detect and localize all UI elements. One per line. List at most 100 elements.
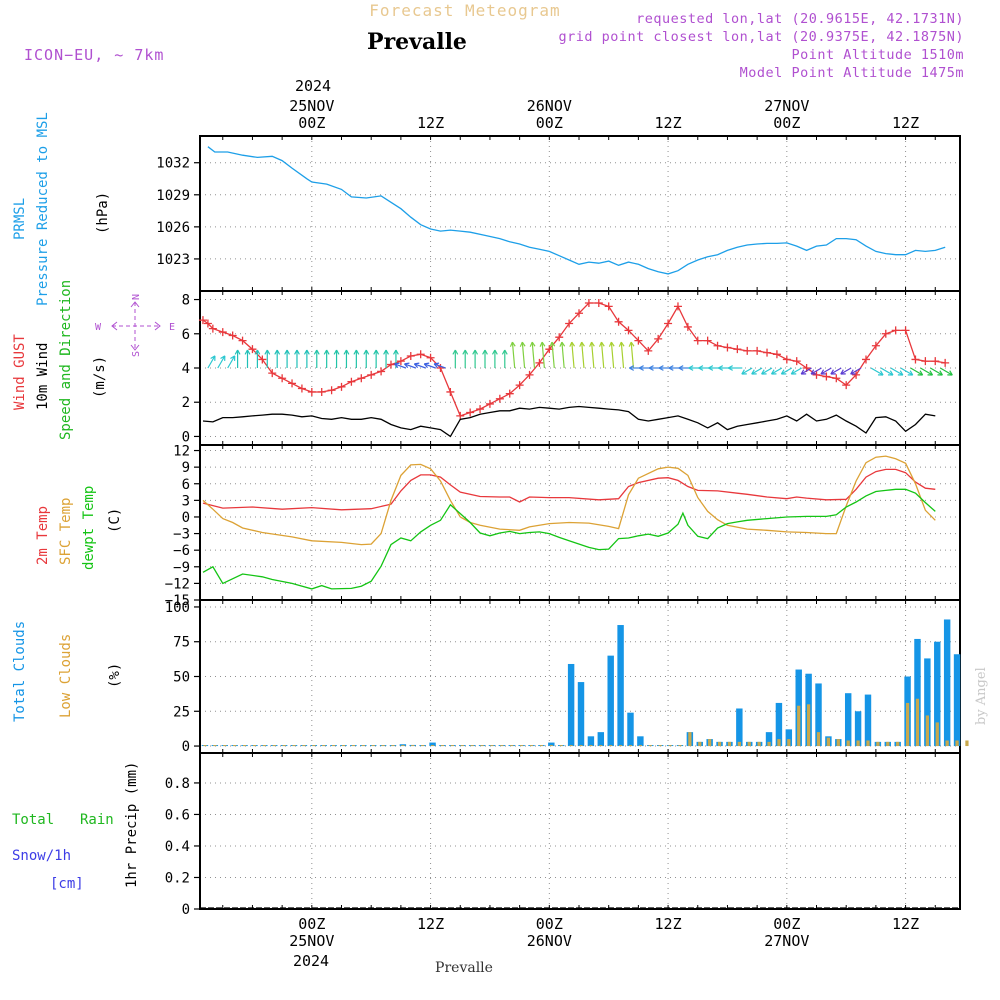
- ytick-label: 0.2: [165, 870, 190, 886]
- wind-arrow-head: [917, 370, 924, 376]
- wind-arrow-head: [800, 369, 807, 375]
- wind-arrow: [394, 363, 407, 369]
- wind-arrow-head: [353, 349, 360, 355]
- time-label-top: 25NOV: [289, 97, 334, 115]
- wind-arrow: [830, 367, 842, 375]
- temp-unit: (C): [107, 508, 123, 533]
- wind-arrow-head: [897, 370, 904, 376]
- wind-arrow-head: [274, 349, 281, 355]
- time-label-bottom: 26NOV: [527, 932, 572, 950]
- total-cloud-bar: [637, 736, 644, 747]
- wind-arrow-head: [678, 365, 684, 371]
- gust-marker: [911, 355, 920, 364]
- wind-arrow: [581, 342, 585, 369]
- ytick-label: 6: [182, 327, 190, 343]
- gust-marker: [792, 357, 801, 366]
- gust-marker: [297, 384, 306, 393]
- gust-marker: [723, 343, 732, 352]
- wind-arrow: [571, 342, 575, 369]
- time-label-top: 12Z: [417, 114, 444, 132]
- gust-marker: [881, 329, 890, 338]
- wind-arrow-head: [413, 362, 420, 369]
- wind-arrow-head: [254, 349, 261, 355]
- ytick-label: 1029: [156, 188, 190, 204]
- low-cloud-bar: [767, 741, 771, 747]
- low-cloud-bar: [579, 745, 583, 747]
- compass-rose: N S W E: [95, 294, 175, 357]
- location-title: Prevalle: [367, 29, 467, 55]
- rain-label-rain: Rain: [80, 812, 114, 828]
- low-cloud-bar: [757, 741, 761, 747]
- wind-arrow: [217, 355, 226, 369]
- low-cloud-bar: [826, 737, 831, 747]
- gust-marker: [693, 336, 702, 345]
- low-cloud-bar: [747, 741, 751, 747]
- t2m-label: 2m Temp: [35, 506, 51, 565]
- wind-arrow-head: [770, 369, 777, 375]
- wind-arrow-head: [947, 370, 953, 376]
- total-cloud-bar: [775, 702, 783, 747]
- gust-series: [202, 302, 946, 417]
- low-cloud-bar: [569, 745, 573, 747]
- compass-north: N: [131, 294, 142, 300]
- gust-marker: [664, 319, 673, 328]
- wind-arrow: [920, 367, 933, 376]
- low-cloud-bar: [945, 740, 949, 747]
- wind-arrow-head: [394, 362, 400, 369]
- low-cloud-bar: [539, 745, 544, 747]
- wind-arrow-head: [780, 369, 787, 375]
- ytick-label: 0.4: [165, 839, 190, 855]
- ytick-label: 0.8: [165, 776, 190, 792]
- wind-arrow: [207, 355, 216, 369]
- gust-marker: [476, 405, 485, 414]
- wind-arrow-head: [618, 341, 625, 347]
- gust-marker: [604, 302, 613, 311]
- wind-arrow-head: [698, 365, 704, 371]
- wind-arrow-head: [887, 370, 894, 376]
- wind-arrow-head: [491, 349, 498, 355]
- requested-coords: requested lon,lat (20.9615E, 42.1731N): [636, 11, 964, 27]
- gust-marker: [594, 298, 603, 307]
- wind-arrow: [810, 367, 822, 375]
- total-cloud-bar: [587, 736, 595, 747]
- total-cloud-bar: [864, 694, 872, 747]
- compass-east: E: [169, 322, 175, 333]
- wind-arrow: [870, 367, 884, 376]
- ytick-label: 6: [182, 477, 190, 493]
- wind-arrow-head: [501, 349, 508, 355]
- wind-arrow-head: [688, 365, 694, 371]
- wind-arrow-head: [728, 365, 733, 371]
- time-label-top: 00Z: [536, 114, 563, 132]
- time-label-bottom: 27NOV: [764, 932, 809, 950]
- low-cloud-bar: [371, 745, 375, 747]
- time-label-top: 00Z: [773, 114, 800, 132]
- wind-arrow-head: [423, 362, 430, 369]
- wind-arrow: [531, 342, 536, 369]
- ytick-label: 25: [173, 704, 190, 720]
- wind-arrow-head: [220, 355, 226, 361]
- wind-arrow-head: [509, 341, 516, 347]
- low-cloud-bar: [905, 702, 910, 747]
- gust-marker: [614, 317, 623, 326]
- gust-marker: [871, 341, 880, 350]
- pressure-unit: (hPa): [95, 192, 111, 234]
- wind-arrow-head: [629, 365, 635, 371]
- gust-marker: [278, 374, 287, 383]
- low-cloud-bar: [737, 741, 741, 747]
- panel-clouds: 0 25 50 75 100: [165, 599, 961, 755]
- ytick-label: 12: [173, 444, 190, 460]
- wind-direction-label: Speed and Direction: [58, 280, 74, 440]
- ytick-label: 4: [182, 361, 190, 377]
- gust-marker: [367, 370, 376, 379]
- pressure-series: [207, 146, 946, 275]
- low-cloud-bar: [915, 698, 920, 747]
- wind-arrow: [761, 367, 773, 375]
- wind-arrow: [850, 367, 862, 375]
- low-cloud-bar: [351, 745, 356, 747]
- low-cloud-bar: [203, 745, 207, 747]
- time-label-bottom: 00Z: [298, 915, 325, 933]
- wind-arrow-head: [840, 369, 846, 375]
- low-cloud-bar: [856, 740, 860, 747]
- ytick-label: 75: [173, 635, 190, 651]
- low-cloud-bar: [242, 745, 247, 747]
